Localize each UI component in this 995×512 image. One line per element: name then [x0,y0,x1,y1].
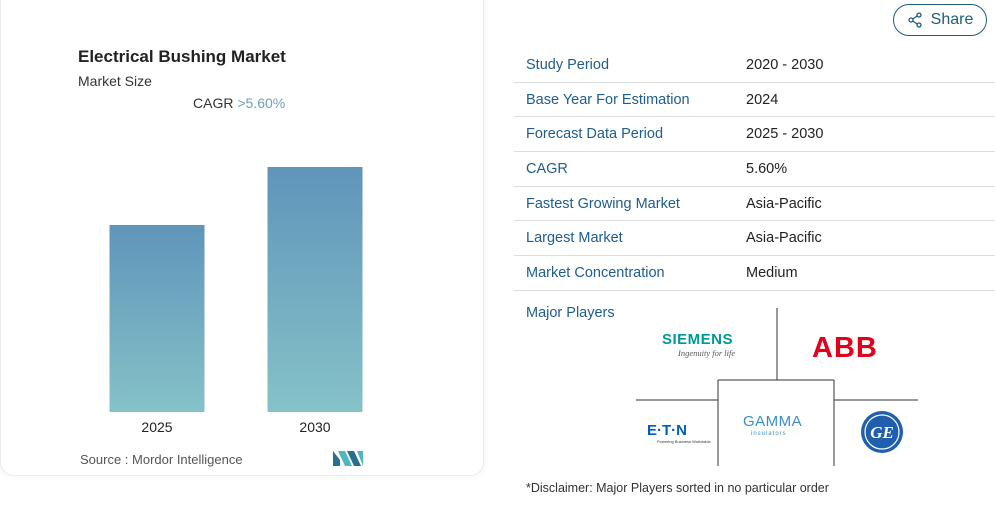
info-row-cagr: CAGR 5.60% [514,152,995,187]
siemens-logo: SIEMENS [662,331,733,348]
info-label: CAGR [526,160,568,177]
info-value: Medium [746,264,798,281]
info-value: Asia-Pacific [746,230,822,247]
market-info-table: Study Period 2020 - 2030 Base Year For E… [514,48,995,291]
bar-chart: 2025 2030 [109,167,363,435]
ge-logo-text: GE [870,423,894,442]
major-players-grid: SIEMENS Ingenuity for life ABB E·T·N Pow… [636,308,918,466]
chart-title: Electrical Bushing Market [78,47,286,66]
info-value: 2020 - 2030 [746,56,824,73]
siemens-tagline: Ingenuity for life [677,348,735,358]
x-tick-label: 2025 [141,419,172,435]
bar-2030 [267,167,363,412]
info-row-forecast-period: Forecast Data Period 2025 - 2030 [514,117,995,153]
cagr-label-text: CAGR [193,95,234,111]
info-label: Largest Market [526,230,623,247]
x-tick-label: 2030 [299,419,330,435]
info-row-fastest-growing: Fastest Growing Market Asia-Pacific [514,187,995,222]
info-row-base-year: Base Year For Estimation 2024 [514,83,995,118]
info-value: Asia-Pacific [746,195,822,212]
info-row-largest-market: Largest Market Asia-Pacific [514,221,995,257]
info-row-study-period: Study Period 2020 - 2030 [514,48,995,83]
source-note: Source : Mordor Intelligence [80,452,243,467]
chart-subtitle: Market Size [78,73,152,89]
info-value: 2025 - 2030 [746,126,824,143]
gamma-logo: GAMMA [743,413,802,430]
ge-logo: GE [861,411,903,453]
info-value: 2024 [746,91,779,108]
share-button[interactable]: Share [893,4,987,36]
eaton-logo: E·T·N [647,422,687,439]
info-label: Fastest Growing Market [526,195,680,212]
gamma-tagline: insulators [751,431,787,437]
info-row-concentration: Market Concentration Medium [514,256,995,291]
info-label: Study Period [526,56,610,73]
info-label: Forecast Data Period [526,126,664,143]
cagr-value: >5.60% [237,95,286,111]
mordor-intelligence-logo [333,451,363,466]
info-label: Base Year For Estimation [526,91,690,108]
chart-card [0,0,484,476]
eaton-tagline: Powering Business Worldwide [657,439,712,444]
share-label: Share [930,11,974,28]
info-value: 5.60% [746,160,788,177]
abb-logo: ABB [812,332,878,364]
disclaimer: *Disclaimer: Major Players sorted in no … [526,481,829,495]
info-label: Market Concentration [526,264,665,281]
cagr-label: CAGR >5.60% [193,95,285,111]
major-players-label: Major Players [526,305,615,321]
share-icon [907,12,922,28]
bar-2025 [109,224,205,412]
